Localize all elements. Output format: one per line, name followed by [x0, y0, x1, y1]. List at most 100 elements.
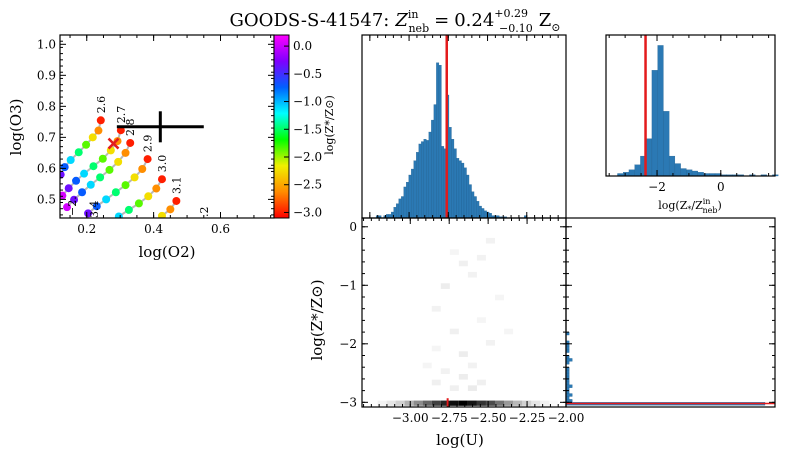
logU-hist-bar — [408, 174, 412, 219]
density-cell — [485, 400, 495, 406]
density-cell — [458, 351, 468, 357]
density-cell — [476, 400, 486, 406]
y-tick-label: 0.6 — [37, 161, 56, 175]
joint-ylabel: log(Z*/Z⊙) — [308, 279, 326, 360]
logU-hist-bar — [403, 186, 407, 219]
ratio-hist-bar — [663, 111, 670, 177]
logU-histogram — [361, 34, 567, 219]
grid-point — [121, 148, 130, 157]
density-cell — [413, 400, 423, 406]
grid-point — [64, 184, 73, 193]
density-cell — [540, 400, 550, 406]
y-tick-label: 0.7 — [37, 130, 56, 144]
density-x-tick-label: −2.00 — [548, 411, 585, 425]
density-cell — [431, 345, 441, 352]
logU-hist-bar — [456, 158, 460, 219]
grid-point — [157, 211, 166, 218]
grid-track-label: 3.1 — [170, 176, 183, 194]
logU-hist-bar — [431, 119, 435, 219]
density-cell — [458, 373, 468, 380]
grid-point — [111, 188, 120, 197]
logU-hist-bar — [466, 174, 470, 219]
logU-hist-bar — [423, 139, 427, 219]
colorbar-tick-label: −2.5 — [293, 178, 322, 192]
colorbar-scale — [273, 34, 290, 219]
density-cell — [449, 400, 459, 406]
y-tick-label: 0.9 — [37, 68, 56, 82]
grid-track-label: 2.9 — [142, 135, 155, 153]
density-x-tick-label: −3.00 — [392, 411, 429, 425]
logU-hist-bar — [411, 168, 414, 219]
logU-hist-bar — [393, 207, 397, 219]
logU-hist-bar — [458, 160, 462, 219]
logU-hist-bar — [436, 62, 440, 219]
density-cell — [476, 317, 486, 323]
colorbar-tick-label: −1.0 — [293, 95, 322, 109]
grid-point — [102, 195, 111, 204]
density-cell — [485, 237, 495, 244]
density-cell — [431, 379, 441, 386]
density-cell — [422, 362, 432, 369]
logU-hist-bar — [476, 201, 480, 219]
logU-hist-bar — [413, 160, 417, 219]
grid-point — [86, 180, 95, 189]
grid-point — [138, 164, 147, 173]
y-tick-label: 0.5 — [37, 192, 56, 206]
density-y-tick-label: −2 — [339, 337, 357, 351]
density-cell — [386, 400, 396, 406]
ratio-hist-bar — [657, 45, 664, 177]
grid-point — [63, 203, 72, 212]
density-cell — [449, 328, 459, 335]
logU-hist-bar — [421, 141, 424, 219]
logU-hist-bar — [406, 182, 409, 219]
logU-hist-bar — [488, 213, 492, 219]
top-hist-ylabel: log(Z*/Z⊙) — [323, 95, 336, 154]
grid-point — [130, 173, 139, 182]
density-cell — [494, 294, 505, 301]
logU-hist-bar — [418, 143, 422, 219]
grid-point — [82, 140, 91, 149]
ratio-x-tick-label: 0 — [717, 180, 725, 194]
grid-point — [88, 133, 97, 142]
ratio-hist-frame — [605, 34, 776, 177]
density-cell — [513, 400, 523, 406]
density-cell — [431, 400, 441, 406]
ratio-hist-bar — [680, 168, 687, 177]
density-x-tick-label: −2.50 — [470, 411, 507, 425]
grid-point — [70, 195, 79, 204]
logU-hist-bar — [471, 191, 475, 219]
grid-point — [172, 196, 181, 205]
density-cell — [440, 368, 450, 374]
density-cell — [377, 400, 387, 406]
density-x-tick-label: −2.75 — [431, 411, 468, 425]
logZ-hist-frame — [565, 217, 776, 408]
grid-point — [121, 181, 130, 190]
density-cell — [449, 249, 459, 255]
density-cell — [476, 254, 486, 261]
density-cell — [431, 305, 441, 312]
logU-hist-bar — [473, 196, 477, 219]
grid-point — [105, 165, 114, 174]
grid-ylabel: log(O3) — [7, 99, 25, 156]
logU-hist-bar — [483, 210, 487, 219]
figure-title: GOODS-S-41547: Zin neb = 0.24+0.29 −0.10 Z⊙ — [230, 7, 561, 35]
grid-point — [80, 169, 89, 178]
density-cell — [494, 400, 505, 406]
ratio-hist-bar — [628, 169, 635, 177]
logU-hist-bar — [461, 162, 465, 219]
logZ-hist-bar — [565, 384, 573, 388]
density-cell — [404, 400, 414, 406]
grid-point — [98, 154, 107, 163]
logU-hist-bar — [433, 104, 437, 219]
x-tick-label: 0.4 — [144, 222, 163, 236]
density-cell — [467, 400, 477, 406]
grid-track-label: 2.7 — [115, 106, 128, 124]
logU-hist-bar — [441, 146, 445, 219]
joint-xlabel: log(U) — [436, 431, 484, 449]
density-cell — [476, 379, 486, 386]
density-cell — [449, 385, 459, 391]
colorbar: 0.0 −0.5 −1.0 −1.5 −2.0 −2.5 −3.0 — [273, 34, 322, 219]
colorbar-tick-label: −0.5 — [293, 67, 322, 81]
logU-hist-bar — [468, 184, 472, 219]
